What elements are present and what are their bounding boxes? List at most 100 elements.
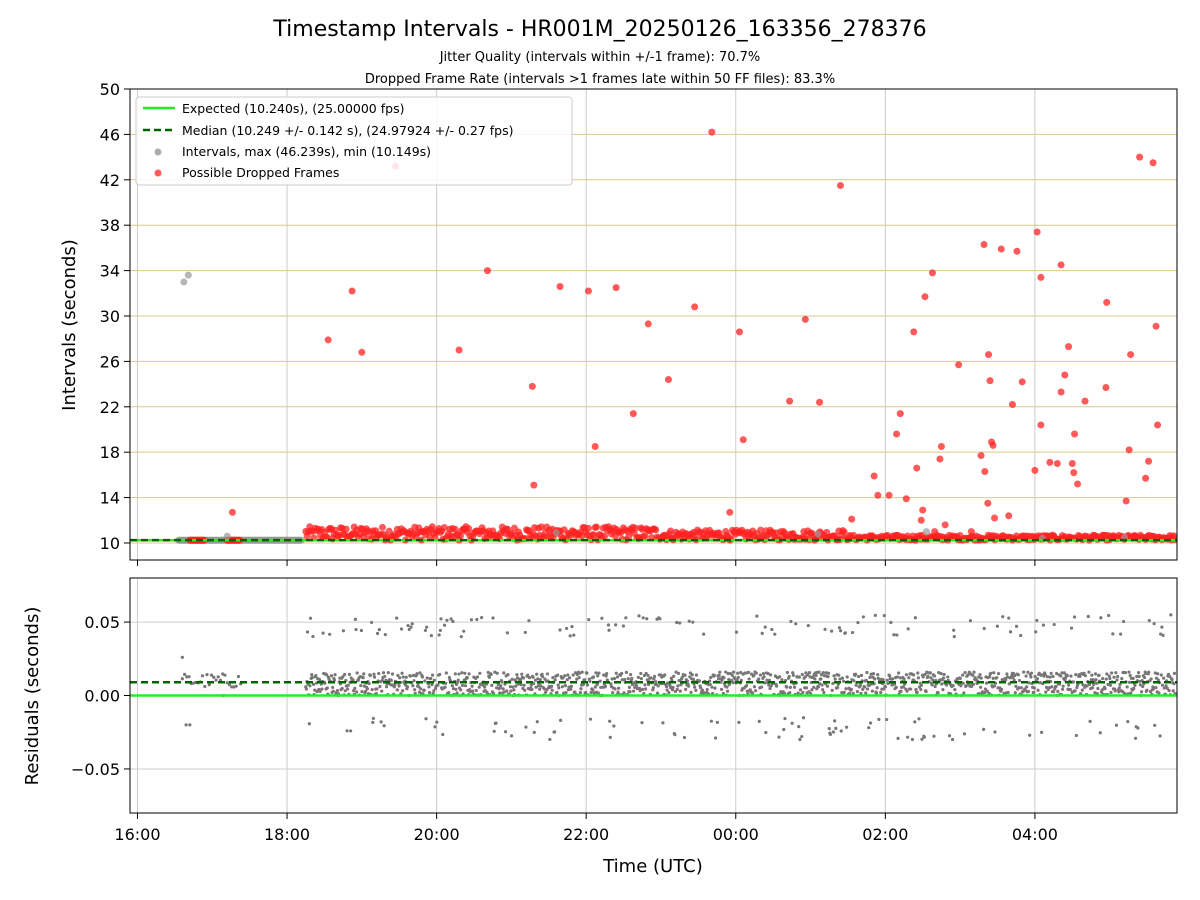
residual-point	[430, 683, 434, 687]
residual-point	[649, 676, 653, 680]
x-tick-label: 02:00	[862, 825, 908, 844]
residual-point	[985, 689, 989, 693]
residual-point	[454, 682, 459, 687]
residual-point	[796, 691, 800, 695]
residual-point	[395, 616, 399, 620]
dropped-frame-point	[324, 336, 332, 344]
residual-point	[814, 673, 818, 678]
residual-point	[1145, 688, 1149, 692]
residual-point	[952, 628, 956, 632]
residual-point	[1147, 670, 1151, 674]
dropped-frame-point	[910, 328, 918, 336]
residual-point	[1075, 685, 1079, 690]
residual-point	[354, 627, 358, 632]
y-tick-label: 50	[100, 80, 120, 99]
dropped-frame-point	[1008, 401, 1016, 409]
residual-point	[744, 671, 748, 675]
residual-point	[1101, 676, 1105, 681]
residual-point	[1169, 613, 1173, 617]
dropped-frame-point	[1033, 228, 1041, 236]
residual-point	[236, 674, 241, 679]
residual-point	[441, 732, 445, 737]
residual-point	[523, 630, 527, 635]
residual-point	[459, 634, 463, 639]
residual-point	[962, 691, 966, 695]
residual-point	[570, 624, 574, 629]
residual-point	[1099, 616, 1103, 620]
residual-point	[939, 672, 943, 676]
residual-point	[968, 619, 973, 623]
residual-point	[584, 690, 588, 695]
residual-point	[1066, 683, 1071, 687]
residual-point	[873, 613, 877, 617]
residual-point	[678, 689, 682, 693]
residual-point	[1107, 613, 1111, 618]
residual-point	[905, 689, 909, 693]
residual-point	[1154, 685, 1158, 690]
residual-point	[891, 677, 895, 681]
residual-point	[691, 620, 695, 624]
residual-point	[769, 684, 773, 688]
residual-point	[797, 675, 801, 679]
residual-point	[800, 734, 804, 739]
residual-point	[1044, 690, 1048, 694]
residual-point	[826, 675, 830, 679]
residual-point	[1151, 687, 1156, 691]
residual-point	[413, 688, 417, 692]
residual-point	[378, 685, 382, 689]
residual-point	[842, 679, 846, 683]
residual-point	[1081, 683, 1085, 687]
residual-point	[992, 684, 996, 688]
dropped-frame-point	[1068, 460, 1076, 468]
residual-point	[819, 677, 823, 681]
residual-point	[1049, 671, 1053, 675]
legend-dropped-label: Possible Dropped Frames	[182, 165, 339, 180]
x-tick-label: 20:00	[414, 825, 460, 844]
residual-point	[407, 627, 411, 632]
residual-point	[915, 690, 919, 694]
residual-point	[794, 622, 798, 626]
residual-point	[859, 691, 863, 695]
residual-point	[453, 672, 457, 676]
dropped-frame-point	[342, 525, 350, 533]
residual-point	[1113, 689, 1117, 693]
residual-point	[673, 733, 677, 737]
residual-point	[656, 684, 660, 688]
residual-point	[433, 725, 437, 729]
residual-point	[1133, 683, 1137, 688]
chart-subtitle-jitter: Jitter Quality (intervals within +/-1 fr…	[439, 50, 761, 65]
residual-point	[561, 676, 565, 680]
residual-point	[362, 684, 366, 688]
residual-point	[739, 670, 743, 675]
residual-point	[451, 619, 455, 624]
y-tick-label: 38	[100, 216, 120, 235]
residual-point	[820, 683, 824, 687]
residual-point	[1162, 686, 1166, 690]
residual-point	[1115, 678, 1119, 682]
residual-point	[495, 671, 499, 675]
residual-point	[389, 678, 393, 682]
residual-point	[530, 687, 534, 692]
y-tick-label: 26	[100, 352, 120, 371]
y-tick-label: 34	[100, 262, 120, 281]
residual-point	[1035, 677, 1040, 681]
residual-point	[1161, 633, 1165, 637]
dropped-frame-point	[1102, 383, 1110, 391]
residual-point	[1063, 676, 1068, 680]
residual-point	[548, 737, 552, 742]
residual-point	[536, 677, 540, 681]
residual-point	[1108, 676, 1112, 681]
residual-point	[1112, 675, 1116, 679]
residual-point	[709, 675, 713, 680]
residual-point	[352, 689, 356, 693]
residual-point	[207, 683, 211, 687]
residual-point	[1006, 690, 1010, 695]
residual-point	[1167, 688, 1171, 693]
residual-point	[437, 633, 441, 637]
residual-point	[924, 689, 928, 694]
residual-point	[1153, 723, 1157, 727]
residual-point	[514, 684, 518, 688]
residual-point	[223, 673, 227, 677]
dropped-frame-point	[625, 532, 633, 540]
residual-point	[906, 735, 910, 739]
